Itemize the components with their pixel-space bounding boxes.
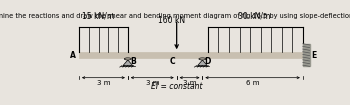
Text: 3 m: 3 m [146, 80, 159, 86]
Text: C: C [170, 57, 175, 66]
Polygon shape [197, 60, 207, 66]
Text: 3 m: 3 m [183, 80, 196, 86]
Polygon shape [123, 60, 133, 66]
Text: 6 m: 6 m [246, 80, 259, 86]
Text: D: D [205, 57, 211, 66]
Circle shape [199, 58, 206, 60]
Text: 15 kN/m: 15 kN/m [82, 12, 114, 21]
Text: B: B [130, 57, 136, 66]
Bar [79, 52, 303, 58]
Text: 30 kN/m: 30 kN/m [238, 12, 270, 21]
Text: EI = constant: EI = constant [151, 82, 202, 91]
Text: E: E [311, 51, 316, 60]
Text: Determine the reactions and draw the shear and bending moment diagram of fig 16.: Determine the reactions and draw the she… [0, 13, 350, 19]
Text: 160 kN: 160 kN [158, 16, 185, 25]
Text: 3 m: 3 m [97, 80, 110, 86]
Circle shape [124, 58, 131, 60]
Text: A: A [70, 51, 76, 60]
Bar [303, 44, 309, 66]
